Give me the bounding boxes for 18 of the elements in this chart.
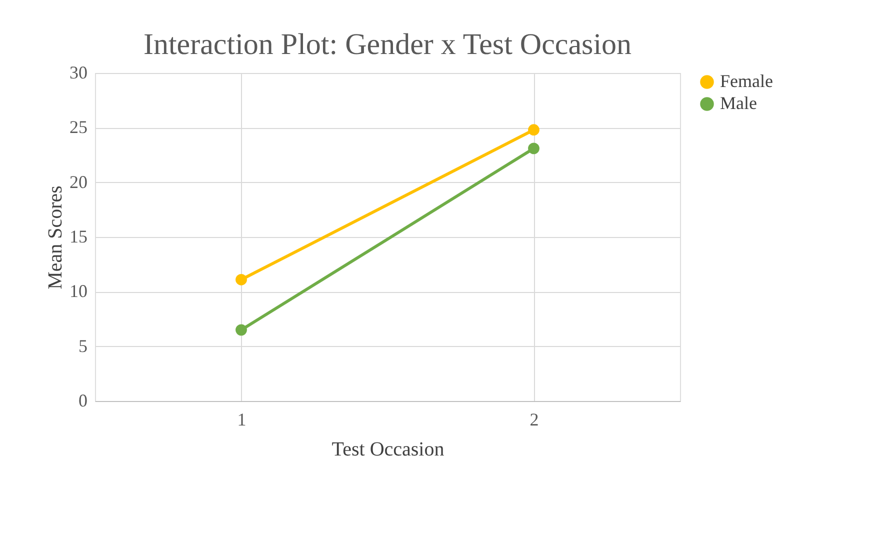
point xyxy=(236,324,247,336)
point xyxy=(236,274,247,286)
chart-title: Interaction Plot: Gender x Test Occasion xyxy=(143,28,632,61)
y-tick-label: 25 xyxy=(70,117,88,138)
x-axis-title: Test Occasion xyxy=(332,438,444,460)
legend-label: Female xyxy=(720,71,773,91)
x-tick-label: 1 xyxy=(237,410,246,430)
point xyxy=(528,142,540,154)
x-tick-label: 2 xyxy=(530,410,539,430)
y-tick-label: 5 xyxy=(78,336,88,356)
y-tick-label: 0 xyxy=(78,390,88,410)
legend-label: Male xyxy=(720,93,757,113)
y-tick-label: 20 xyxy=(70,172,88,192)
y-tick-label: 30 xyxy=(70,62,88,82)
y-axis-title: Mean Scores xyxy=(44,185,66,290)
y-tick-label: 15 xyxy=(70,226,88,246)
y-tick-label: 10 xyxy=(70,281,88,302)
point xyxy=(528,124,540,136)
